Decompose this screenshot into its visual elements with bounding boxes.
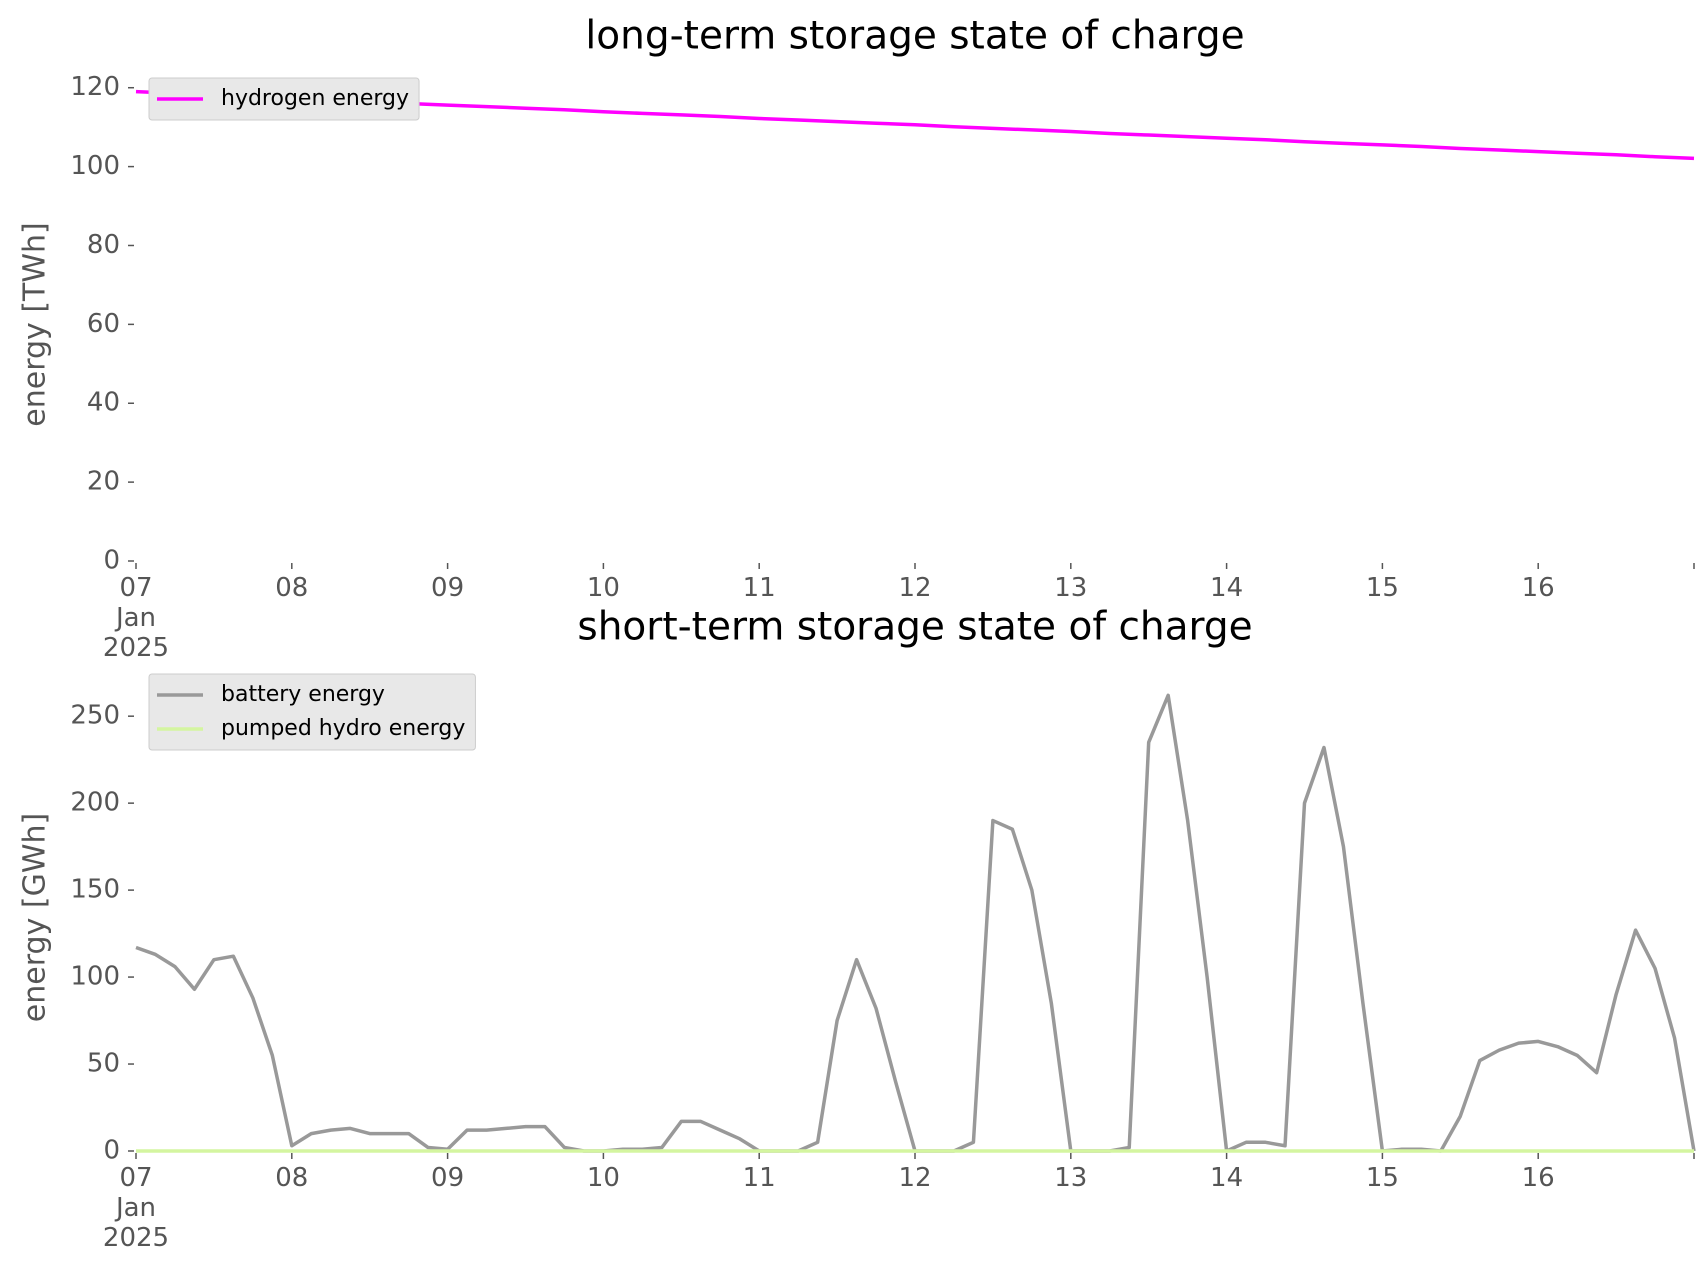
- legend-label: battery energy: [221, 682, 385, 707]
- legend-box: [148, 673, 476, 751]
- y-tick-label: 200: [70, 788, 120, 818]
- y-tick-label: 20: [87, 467, 120, 497]
- y-axis-label: energy [GWh]: [18, 813, 53, 1022]
- y-tick-label: 100: [70, 151, 120, 181]
- y-tick-label: 150: [70, 875, 120, 905]
- x-tick-label: 09: [431, 573, 465, 603]
- y-tick-label: 0: [103, 1136, 120, 1166]
- x-tick-label: 14: [1210, 573, 1244, 603]
- x-tick-label: 07 Jan 2025: [102, 1163, 170, 1253]
- legend: hydrogen energy: [148, 77, 420, 121]
- y-tick-label: 120: [70, 72, 120, 102]
- x-tick-label: 11: [742, 573, 776, 603]
- y-tick-label: 50: [87, 1049, 120, 1079]
- y-tick-label: 40: [87, 388, 120, 418]
- x-tick-label: 07 Jan 2025: [102, 573, 170, 663]
- x-tick-label: 16: [1521, 573, 1555, 603]
- y-axis-label: energy [TWh]: [18, 222, 53, 426]
- y-tick-label: 0: [103, 546, 120, 576]
- x-tick-label: 13: [1054, 573, 1088, 603]
- legend-box: [148, 77, 420, 121]
- legend: battery energy pumped hydro energy: [148, 673, 476, 751]
- x-tick-label: 08: [275, 1163, 309, 1193]
- x-tick-label: 10: [586, 573, 620, 603]
- x-tick-label: 11: [742, 1163, 776, 1193]
- x-tick-label: 16: [1521, 1163, 1555, 1193]
- x-tick-label: 09: [431, 1163, 465, 1193]
- y-tick-label: 100: [70, 962, 120, 992]
- x-tick-label: 08: [275, 573, 309, 603]
- x-tick-label: 15: [1365, 573, 1399, 603]
- x-tick-label: 14: [1210, 1163, 1244, 1193]
- x-tick-label: 15: [1365, 1163, 1399, 1193]
- legend-label: pumped hydro energy: [221, 716, 465, 741]
- y-tick-label: 250: [70, 701, 120, 731]
- series-line: [135, 693, 1696, 1153]
- legend-label: hydrogen energy: [221, 86, 409, 111]
- chart-title: long-term storage state of charge: [585, 14, 1244, 59]
- x-tick-label: 10: [586, 1163, 620, 1193]
- x-tick-label: 12: [898, 1163, 932, 1193]
- x-tick-label: 13: [1054, 1163, 1088, 1193]
- y-tick-label: 80: [87, 230, 120, 260]
- x-tick-label: 12: [898, 573, 932, 603]
- y-tick-label: 60: [87, 309, 120, 339]
- chart-title: short-term storage state of charge: [577, 605, 1252, 650]
